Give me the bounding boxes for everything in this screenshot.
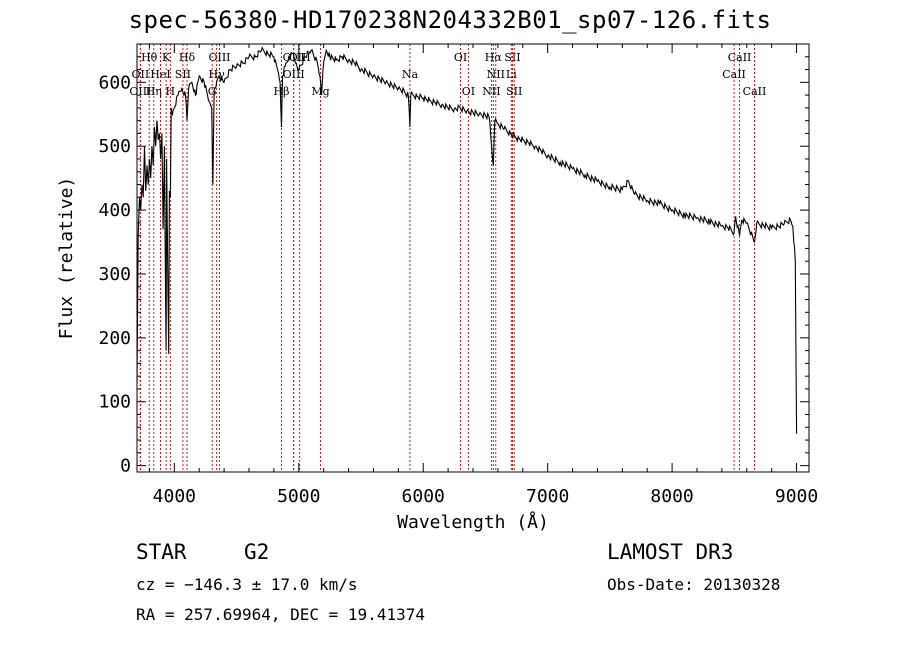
line-label-8: SII — [504, 51, 520, 64]
x-tick-label-6000: 6000 — [402, 486, 445, 507]
line-label-6: OI — [454, 51, 467, 64]
observation-date: Obs-Date: 20130328 — [607, 575, 781, 594]
survey-name: LAMOST DR3 — [607, 540, 734, 564]
line-label-18: CaII — [722, 68, 746, 81]
plot-frame — [136, 43, 810, 473]
y-tick-label-500: 500 — [98, 136, 131, 157]
line-label-15: Na — [402, 68, 419, 81]
line-label-14: OIII — [283, 68, 305, 81]
y-tick-label-100: 100 — [98, 392, 131, 413]
line-label-22: G — [208, 85, 217, 98]
y-tick-label-400: 400 — [98, 200, 131, 221]
x-tick-label-9000: 9000 — [775, 486, 818, 507]
line-label-5: OIII — [289, 51, 311, 64]
x-tick-label-8000: 8000 — [650, 486, 693, 507]
line-label-19: OIII — [129, 85, 151, 98]
y-tick-label-300: 300 — [98, 264, 131, 285]
line-label-23: Hβ — [274, 85, 290, 98]
line-label-11: HeI — [150, 68, 170, 81]
line-label-7: Hα — [485, 51, 503, 64]
coordinates: RA = 257.69964, DEC = 19.41374 — [136, 605, 425, 624]
chart-title: spec-56380-HD170238N204332B01_sp07-126.f… — [128, 6, 772, 34]
line-label-25: OI — [462, 85, 475, 98]
x-tick-label-4000: 4000 — [153, 486, 196, 507]
line-label-3: OIII — [208, 51, 230, 64]
redshift-velocity: cz = −146.3 ± 17.0 km/s — [136, 575, 358, 594]
line-label-16: NII — [487, 68, 505, 81]
line-label-17: Li — [506, 68, 517, 81]
y-tick-label-0: 0 — [120, 456, 131, 477]
line-label-1: K — [162, 51, 171, 64]
x-axis-label: Wavelength (Å) — [397, 511, 549, 533]
line-label-24: Mg — [311, 85, 329, 98]
line-label-2: Hδ — [179, 51, 196, 64]
line-label-26: NII — [482, 85, 500, 98]
object-class: STAR — [136, 540, 187, 564]
line-label-10: OII — [132, 68, 150, 81]
line-label-9: CaII — [728, 51, 752, 64]
line-label-28: CaII — [743, 85, 767, 98]
spectral-subclass: G2 — [244, 540, 270, 564]
line-label-20: Hη — [146, 85, 162, 98]
x-tick-label-7000: 7000 — [526, 486, 569, 507]
line-label-21: H — [166, 85, 176, 98]
spectrum-line — [136, 46, 798, 434]
line-label-27: SII — [506, 85, 522, 98]
line-label-0: Hθ — [141, 51, 158, 64]
y-axis-label: Flux (relative) — [56, 177, 77, 340]
y-tick-label-600: 600 — [98, 72, 131, 93]
x-tick-label-5000: 5000 — [277, 486, 320, 507]
y-tick-label-200: 200 — [98, 328, 131, 349]
line-label-12: SII — [175, 68, 191, 81]
